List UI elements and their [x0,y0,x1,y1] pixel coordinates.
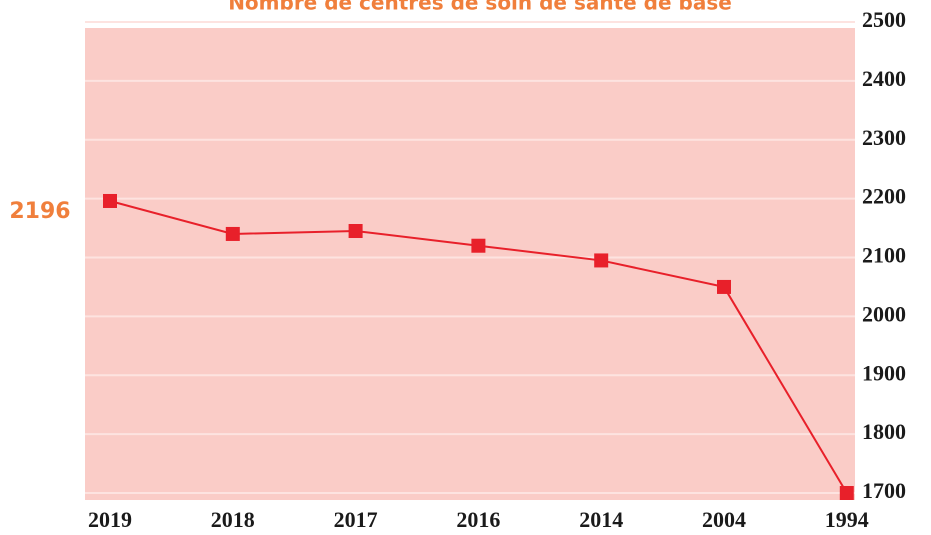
y-tick-label: 2000 [862,301,906,326]
x-tick-label: 1994 [825,507,869,532]
x-tick-label: 2019 [88,507,132,532]
x-tick-label: 2004 [702,507,746,532]
marker [594,253,609,268]
y-tick-label: 1800 [862,419,906,444]
marker [225,226,240,241]
x-tick-label: 2016 [456,507,500,532]
marker [471,238,486,253]
x-tick-label: 2017 [334,507,378,532]
y-tick-label: 2200 [862,184,906,209]
y-tick-label: 2500 [862,7,906,32]
x-tick-label: 2018 [211,507,255,532]
x-tick-label: 2014 [579,507,623,532]
y-tick-label: 2300 [862,125,906,150]
marker [839,486,854,500]
value-label: 2196 [9,199,70,224]
marker [348,224,363,239]
y-tick-label: 1700 [862,478,906,503]
plot-overlay [85,28,855,500]
y-tick-label: 2100 [862,243,906,268]
marker [717,279,731,294]
chart-title: Nombre de centres de soin de santé de ba… [228,0,732,15]
y-tick-label: 1900 [862,360,906,385]
y-tick-label: 2400 [862,66,906,91]
marker [103,193,117,208]
